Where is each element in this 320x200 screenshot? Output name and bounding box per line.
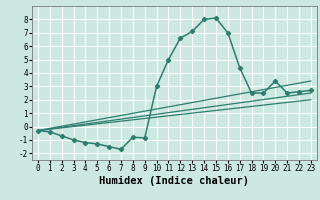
X-axis label: Humidex (Indice chaleur): Humidex (Indice chaleur): [100, 176, 249, 186]
